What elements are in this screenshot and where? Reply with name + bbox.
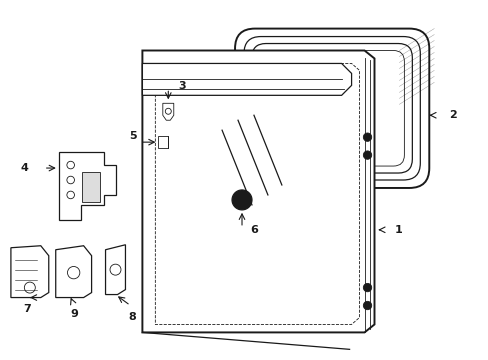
FancyBboxPatch shape — [235, 28, 428, 188]
Text: 5: 5 — [128, 131, 136, 141]
Circle shape — [236, 194, 247, 206]
Polygon shape — [142, 63, 351, 95]
Bar — [81, 172, 100, 202]
Circle shape — [363, 151, 371, 159]
Circle shape — [232, 190, 251, 210]
Circle shape — [363, 301, 371, 310]
Text: 7: 7 — [23, 305, 31, 315]
Text: 8: 8 — [128, 312, 136, 323]
Text: 9: 9 — [71, 310, 79, 319]
Polygon shape — [142, 50, 374, 332]
Text: 1: 1 — [394, 225, 401, 235]
Polygon shape — [56, 246, 91, 298]
Polygon shape — [11, 246, 49, 298]
Text: 3: 3 — [178, 81, 185, 91]
Polygon shape — [105, 245, 125, 294]
Text: 2: 2 — [448, 110, 456, 120]
Bar — [158, 136, 168, 148]
Polygon shape — [163, 103, 173, 120]
Polygon shape — [59, 152, 116, 220]
Text: 4: 4 — [21, 163, 29, 173]
Text: 6: 6 — [249, 225, 257, 235]
Circle shape — [363, 133, 371, 141]
Circle shape — [363, 283, 371, 292]
